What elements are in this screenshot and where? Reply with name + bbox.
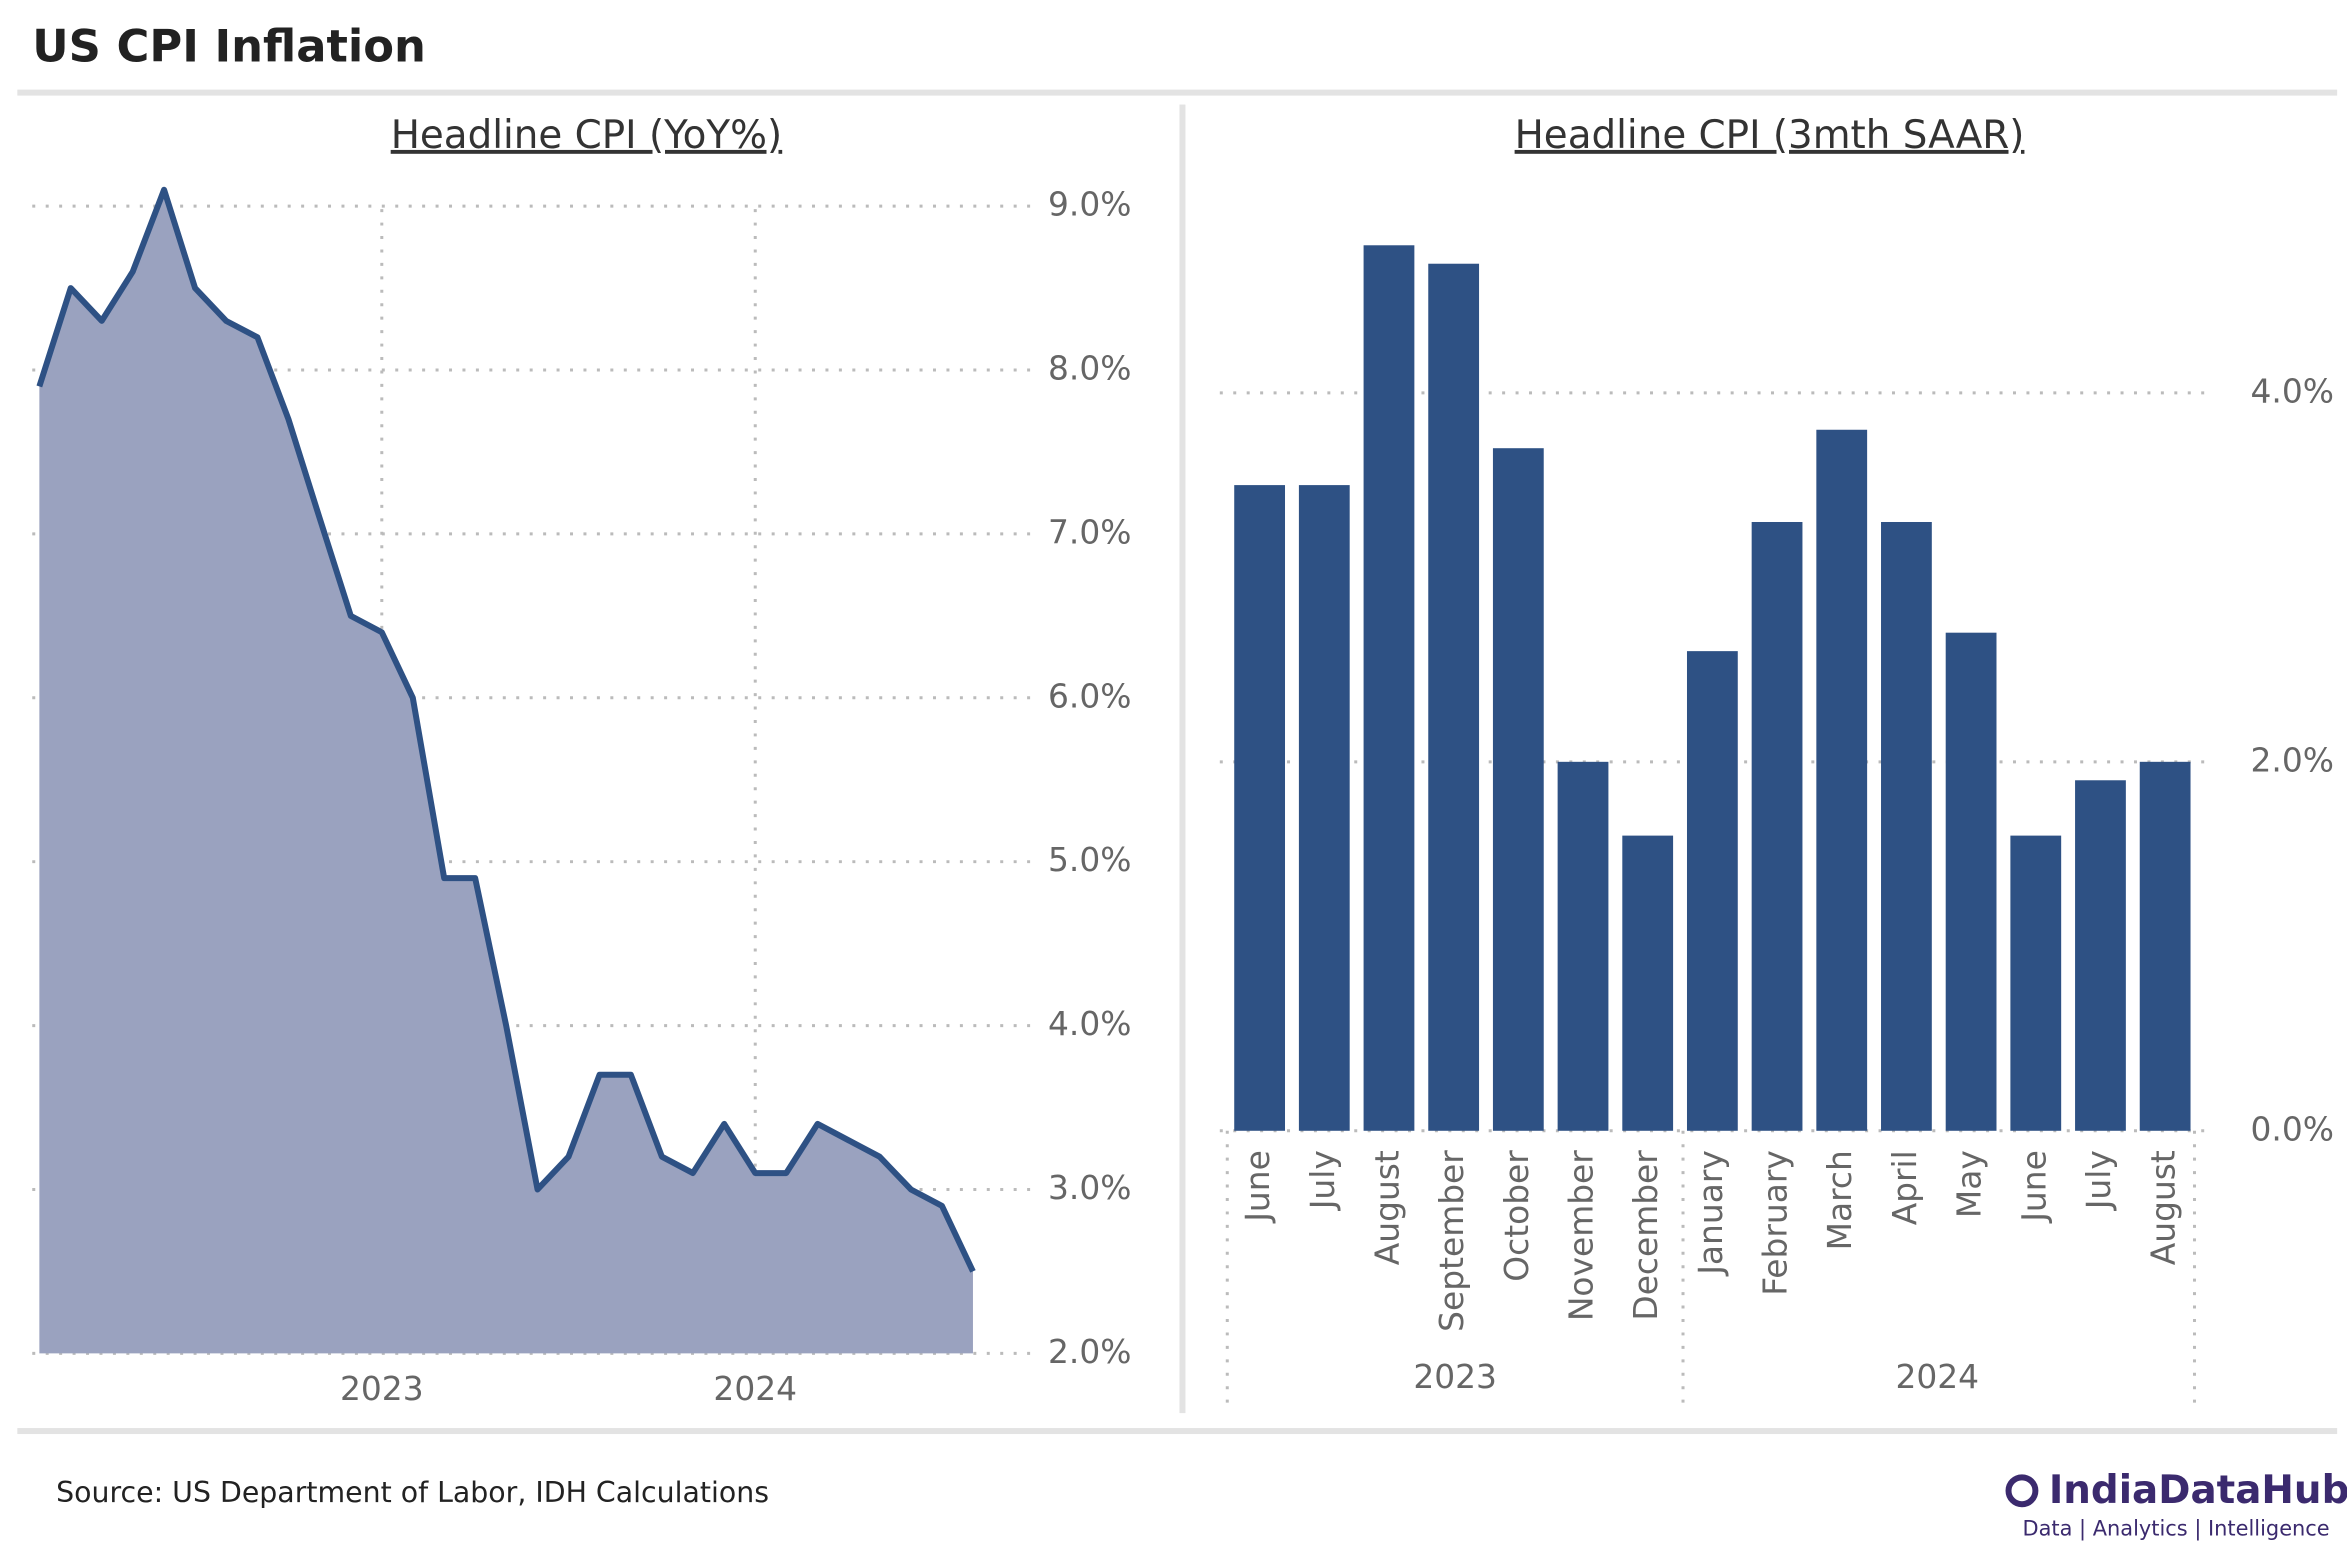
bottom-rule [17, 1428, 2338, 1435]
x-tick-label: April [1885, 1150, 1924, 1225]
x-tick-label: June [2014, 1150, 2053, 1224]
chart-title: Headline CPI (3mth SAAR) [1515, 113, 2025, 158]
bar [1492, 448, 1544, 1131]
bar [1298, 485, 1350, 1131]
y-tick-label: 9.0% [1048, 185, 1131, 224]
x-tick-label: July [2079, 1150, 2118, 1211]
bar [2139, 761, 2191, 1131]
bar [1881, 521, 1932, 1131]
bar [1428, 263, 1480, 1131]
y-tick-label: 6.0% [1048, 676, 1131, 715]
y-tick-label: 7.0% [1048, 512, 1131, 551]
y-tick-label: 4.0% [2251, 371, 2334, 410]
x-tick-label: October [1497, 1150, 1536, 1282]
bar [1622, 835, 1674, 1131]
group-label: 2023 [1413, 1357, 1497, 1396]
logo-icon [2005, 1474, 2039, 1508]
top-rule [17, 89, 2338, 96]
bar [2075, 780, 2126, 1131]
y-tick-label: 2.0% [2251, 740, 2334, 779]
bar [2010, 835, 2062, 1131]
x-tick-label: August [1367, 1150, 1406, 1265]
bar [1751, 521, 1803, 1131]
bar [1363, 245, 1415, 1131]
x-tick-label: July [1303, 1150, 1342, 1211]
bar [1557, 761, 1609, 1131]
x-tick-label: February [1756, 1150, 1795, 1296]
logo-tagline: Data | Analytics | Intelligence [2023, 1517, 2330, 1542]
x-tick-label: 2023 [340, 1369, 424, 1408]
logo-name: IndiaDataHub [2049, 1468, 2347, 1513]
x-tick-label: March [1820, 1150, 1859, 1250]
x-tick-label: January [1691, 1150, 1730, 1277]
x-tick-label: November [1562, 1150, 1601, 1321]
x-tick-label: May [1950, 1150, 1989, 1218]
x-tick-label: December [1626, 1150, 1665, 1321]
y-tick-label: 0.0% [2251, 1109, 2334, 1148]
x-tick-label: 2024 [713, 1369, 797, 1408]
y-tick-label: 5.0% [1048, 840, 1131, 879]
line [36, 186, 976, 1273]
y-tick-label: 8.0% [1048, 349, 1131, 388]
y-tick-label: 2.0% [1048, 1332, 1131, 1371]
y-tick-label: 3.0% [1048, 1168, 1131, 1207]
y-tick-label: 4.0% [1048, 1004, 1131, 1043]
area [39, 189, 973, 1354]
x-tick-label: September [1432, 1150, 1471, 1332]
group-label: 2024 [1895, 1357, 1979, 1396]
divider [1179, 104, 1186, 1414]
bar [1686, 651, 1738, 1131]
x-tick-label: August [2144, 1150, 2183, 1265]
bar [1945, 632, 1997, 1131]
source: Source: US Department of Labor, IDH Calc… [56, 1476, 769, 1509]
bar [1816, 429, 1868, 1131]
x-tick-label: June [1238, 1150, 1277, 1224]
bar [1234, 485, 1286, 1131]
page-title: US CPI Inflation [32, 19, 426, 72]
chart-title: Headline CPI (YoY%) [391, 113, 782, 158]
